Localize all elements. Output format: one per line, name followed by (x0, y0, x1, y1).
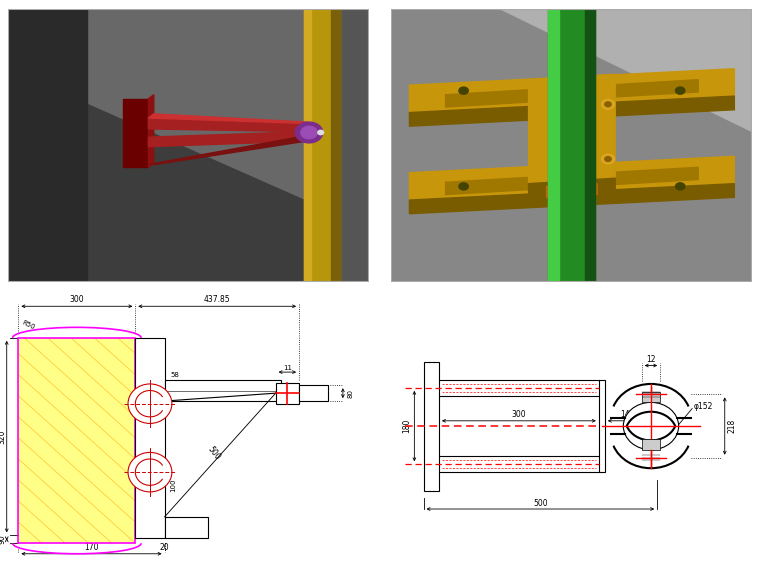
Text: 500: 500 (533, 499, 548, 508)
Polygon shape (8, 9, 369, 282)
Text: 100: 100 (170, 479, 176, 492)
Text: 80: 80 (347, 389, 353, 398)
Text: 437.85: 437.85 (204, 295, 230, 304)
Bar (599, 380, 605, 472)
Text: 20: 20 (160, 543, 169, 552)
Bar (18, 338, 135, 543)
Bar (276, 382, 299, 404)
Polygon shape (148, 118, 306, 132)
Bar (165, 517, 208, 538)
Polygon shape (410, 156, 734, 200)
Bar (18, 338, 135, 543)
Polygon shape (148, 136, 306, 165)
Polygon shape (123, 99, 148, 167)
Polygon shape (445, 167, 698, 194)
Circle shape (623, 402, 679, 450)
Text: 300: 300 (511, 410, 526, 420)
Text: 320: 320 (0, 429, 7, 444)
Bar (165, 380, 281, 401)
Circle shape (601, 99, 615, 109)
Text: R50: R50 (21, 319, 36, 330)
Circle shape (318, 131, 324, 135)
Circle shape (128, 453, 172, 492)
Text: 300: 300 (70, 295, 84, 304)
Bar (641, 439, 660, 450)
Polygon shape (148, 114, 307, 124)
Bar (423, 361, 439, 491)
Bar (135, 338, 165, 538)
Text: 90: 90 (0, 535, 7, 544)
Polygon shape (391, 9, 752, 132)
Text: 170: 170 (84, 543, 99, 552)
Circle shape (605, 102, 611, 107)
Bar (641, 392, 660, 402)
Text: 22: 22 (185, 524, 194, 531)
Text: 12: 12 (646, 355, 656, 364)
Text: 58: 58 (170, 372, 179, 378)
Polygon shape (549, 9, 595, 282)
Polygon shape (445, 80, 698, 107)
Circle shape (676, 87, 685, 94)
Polygon shape (529, 74, 616, 184)
Bar (299, 385, 328, 401)
Polygon shape (549, 9, 559, 282)
Polygon shape (8, 9, 98, 77)
Polygon shape (87, 104, 303, 282)
Text: 140: 140 (621, 410, 635, 420)
Text: 180: 180 (402, 419, 411, 433)
Circle shape (601, 154, 615, 164)
Circle shape (296, 122, 323, 143)
Polygon shape (584, 9, 595, 282)
Polygon shape (529, 178, 616, 197)
Circle shape (459, 183, 468, 190)
Polygon shape (546, 184, 597, 197)
Circle shape (128, 384, 172, 424)
Polygon shape (391, 9, 752, 282)
Text: 500: 500 (206, 445, 223, 462)
Polygon shape (410, 69, 734, 112)
Polygon shape (410, 96, 734, 126)
Polygon shape (303, 9, 311, 282)
Polygon shape (303, 9, 340, 282)
Ellipse shape (508, 176, 635, 197)
Text: φ152: φ152 (694, 402, 714, 411)
Polygon shape (410, 184, 734, 214)
Circle shape (459, 87, 468, 94)
Text: 11: 11 (283, 365, 292, 370)
Polygon shape (87, 9, 303, 200)
Circle shape (301, 126, 317, 139)
Circle shape (676, 183, 685, 190)
Polygon shape (331, 9, 340, 282)
Polygon shape (148, 132, 306, 146)
Polygon shape (8, 9, 87, 282)
Text: 218: 218 (728, 419, 737, 433)
Circle shape (605, 157, 611, 161)
Polygon shape (148, 95, 154, 167)
